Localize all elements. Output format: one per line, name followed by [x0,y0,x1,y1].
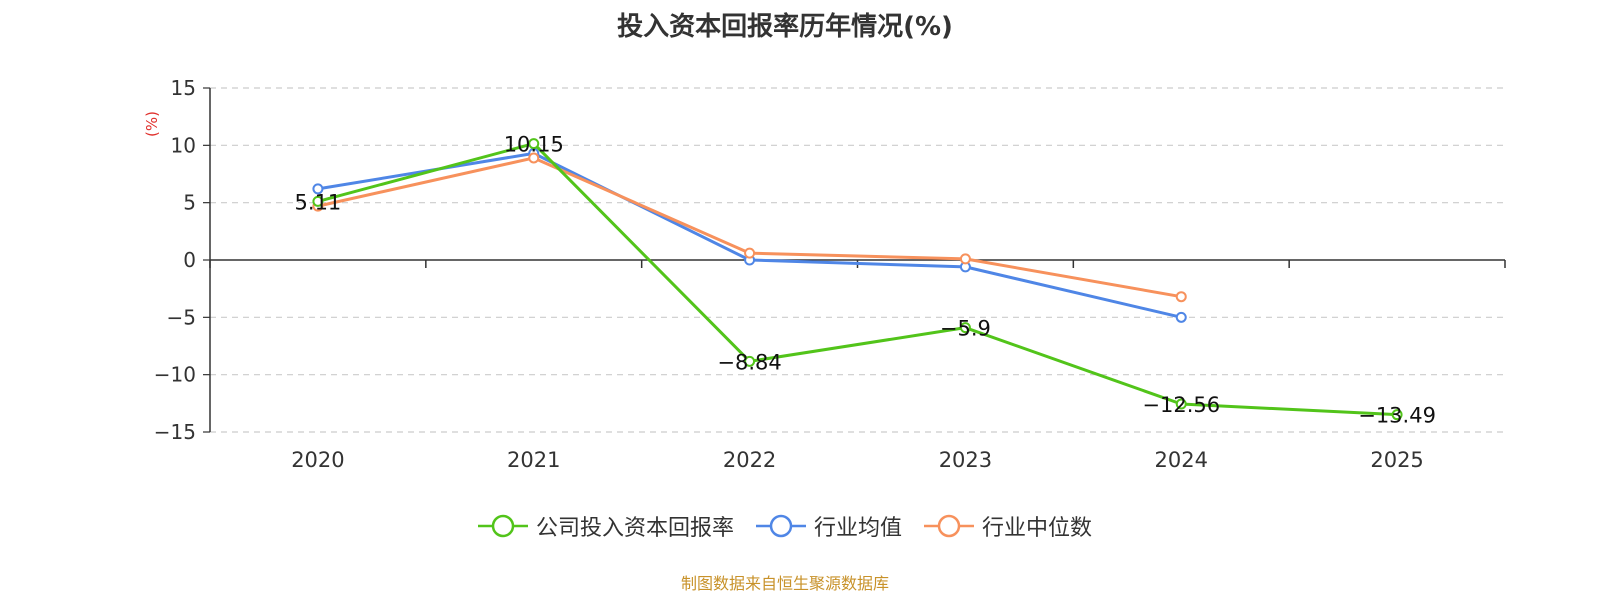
x-tick-label: 2020 [291,448,344,472]
line-chart: 15 10 5 0 −5 −10 −15 (%) 2020 2021 2022 2023 2024 202… [143,76,1506,472]
series-point-0 [312,195,324,207]
data-label: −5.9 [940,317,991,341]
legend-item-company[interactable]: 公司投入资本回报率 [477,510,734,542]
series-line-2 [317,156,1182,299]
y-axis-unit-label: (%) [143,111,161,137]
legend-label-industry-mean: 行业均值 [813,516,902,541]
data-label: 5.11 [295,190,342,214]
chart-title: 投入资本回报率历年情况(%) [617,12,953,42]
series-point-2 [744,247,756,259]
legend-label-industry-median: 行业中位数 [982,516,1093,541]
series-point-2 [959,253,971,265]
x-tick-label: 2021 [507,448,560,472]
y-tick-label: −15 [154,420,196,444]
series-line-0 [317,142,1398,417]
series-point-2 [528,152,540,164]
data-label: −8.84 [717,350,781,374]
x-tick-label: 2025 [1370,448,1423,472]
x-tick-label: 2023 [939,448,992,472]
y-tick-label: 15 [171,76,196,100]
legend-swatch-company [477,514,528,538]
data-label: 10.15 [504,133,564,157]
legend-swatch-industry-mean [755,514,806,538]
y-tick-label: 10 [171,133,196,157]
legend-label-company: 公司投入资本回报率 [535,516,734,541]
y-tick-label: 0 [183,248,196,272]
series-point-0 [959,322,971,334]
data-source-note: 制图数据来自恒生聚源数据库 [680,574,889,593]
y-tick-label: −5 [167,305,196,329]
legend-item-industry-median[interactable]: 行业中位数 [924,510,1092,542]
series-point-2 [1175,291,1187,303]
x-tick-label: 2022 [723,448,776,472]
data-label: −13.49 [1358,404,1436,428]
data-label: −12.56 [1142,393,1220,417]
legend: 公司投入资本回报率 行业均值 行业中位数 [0,510,1570,542]
series-point-1 [312,183,324,195]
legend-swatch-industry-median [924,514,974,538]
legend-item-industry-mean[interactable]: 行业均值 [755,510,902,542]
series-point-0 [1391,409,1403,421]
series-point-0 [528,138,540,150]
y-tick-label: 5 [183,191,196,215]
x-tick-label: 2024 [1155,448,1208,472]
series-point-0 [744,355,756,367]
series-point-1 [1175,311,1187,323]
y-tick-label: −10 [154,363,196,387]
series-point-0 [1175,398,1187,410]
